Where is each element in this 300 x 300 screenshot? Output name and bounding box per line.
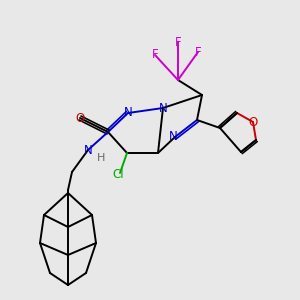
Text: F: F	[195, 46, 201, 59]
Text: O: O	[248, 116, 258, 128]
Text: N: N	[124, 106, 132, 119]
Text: F: F	[175, 35, 181, 49]
Text: Cl: Cl	[112, 169, 124, 182]
Text: N: N	[169, 130, 177, 143]
Text: N: N	[159, 101, 167, 115]
Text: F: F	[152, 49, 158, 62]
Text: O: O	[75, 112, 85, 124]
Text: H: H	[97, 153, 105, 163]
Text: N: N	[84, 143, 92, 157]
